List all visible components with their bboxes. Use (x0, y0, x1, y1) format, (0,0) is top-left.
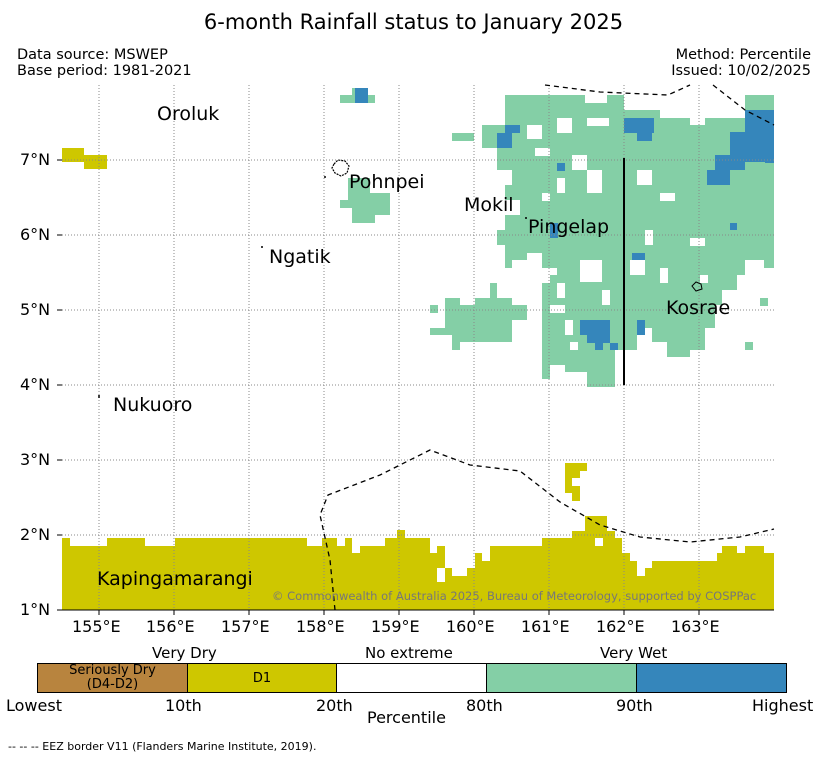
place-label-pingelap: Pingelap (528, 216, 610, 238)
kosrae-island (691, 281, 703, 292)
lon-tick-label: 160°E (446, 617, 495, 636)
lat-tick-label: 5°N (20, 300, 51, 319)
legend-seriously-dry-label: Seriously Dry (69, 663, 156, 678)
legend-category-very-wet: Very Wet (600, 644, 668, 662)
pohnpei-island (331, 159, 350, 177)
legend-very-wet-box (486, 663, 637, 693)
eez-border (319, 84, 775, 611)
dry-region (84, 155, 107, 169)
wet-region (430, 283, 527, 350)
map-title: 6-month Rainfall status to January 2025 (203, 10, 624, 34)
island-dot (525, 217, 527, 219)
dry-region (62, 148, 84, 162)
legend-tick-10th: 10th (165, 696, 202, 715)
legend-tick-lowest: Lowest (6, 696, 62, 715)
place-label-pohnpei: Pohnpei (349, 171, 425, 193)
place-label-nukuoro: Nukuoro (113, 394, 193, 416)
wet-region (430, 305, 438, 313)
lat-tick-label: 1°N (20, 600, 51, 619)
island-dot (261, 246, 263, 248)
wet-highest-region (355, 88, 774, 350)
wet-region (482, 95, 774, 387)
lat-tick-label: 7°N (20, 150, 51, 169)
lon-tick-label: 156°E (146, 617, 195, 636)
lon-tick-label: 159°E (371, 617, 420, 636)
lat-tick-label: 2°N (20, 525, 51, 544)
lon-tick-label: 157°E (221, 617, 270, 636)
data-source-text: Data source: MSWEP (17, 47, 168, 63)
wet-region (760, 298, 768, 306)
lon-tick-label: 163°E (671, 617, 720, 636)
place-label-kosrae: Kosrae (666, 297, 731, 319)
issued-text: Issued: 10/02/2025 (671, 63, 811, 79)
legend-category-very-dry: Very Dry (152, 644, 217, 662)
legend-d1-label: D1 (252, 671, 272, 686)
place-label-oroluk: Oroluk (157, 103, 220, 125)
lat-tick-label: 3°N (20, 450, 51, 469)
wet-region (340, 178, 390, 223)
place-label-mokil: Mokil (464, 194, 514, 216)
lat-tick-label: 4°N (20, 375, 51, 394)
legend-xlabel: Percentile (367, 708, 446, 727)
lat-tick-label: 6°N (20, 225, 51, 244)
dry-region (565, 463, 587, 501)
legend-tick-90th: 90th (616, 696, 653, 715)
copyright-text: © Commonwealth of Australia 2025, Bureau… (272, 589, 757, 603)
wet-region (745, 342, 753, 350)
axis-ticks (57, 159, 700, 615)
legend-seriously-dry-sublabel: (D4-D2) (86, 677, 139, 692)
wet-region (452, 133, 474, 141)
legend-no-extreme-box (336, 663, 487, 693)
lon-tick-label: 158°E (296, 617, 345, 636)
base-period-text: Base period: 1981-2021 (17, 63, 192, 79)
legend-tick-20th: 20th (316, 696, 353, 715)
lon-tick-label: 155°E (72, 617, 121, 636)
legend-seriously-dry-box: Seriously Dry (D4-D2) (37, 663, 188, 693)
legend-tick-highest: Highest (752, 696, 814, 715)
wet-region (542, 365, 550, 379)
legend-d1-box: D1 (187, 663, 337, 693)
legend-category-no-extreme: No extreme (365, 644, 453, 662)
method-text: Method: Percentile (675, 47, 811, 63)
place-label-kapingamarangi: Kapingamarangi (97, 568, 253, 590)
island-dot (324, 176, 326, 178)
eez-footnote: -- -- -- EEZ border V11 (Flanders Marine… (8, 740, 317, 753)
legend-tick-80th: 80th (466, 696, 503, 715)
place-label-ngatik: Ngatik (269, 246, 331, 268)
legend-highest-box (636, 663, 787, 693)
lon-tick-label: 161°E (521, 617, 570, 636)
lon-tick-label: 162°E (596, 617, 645, 636)
